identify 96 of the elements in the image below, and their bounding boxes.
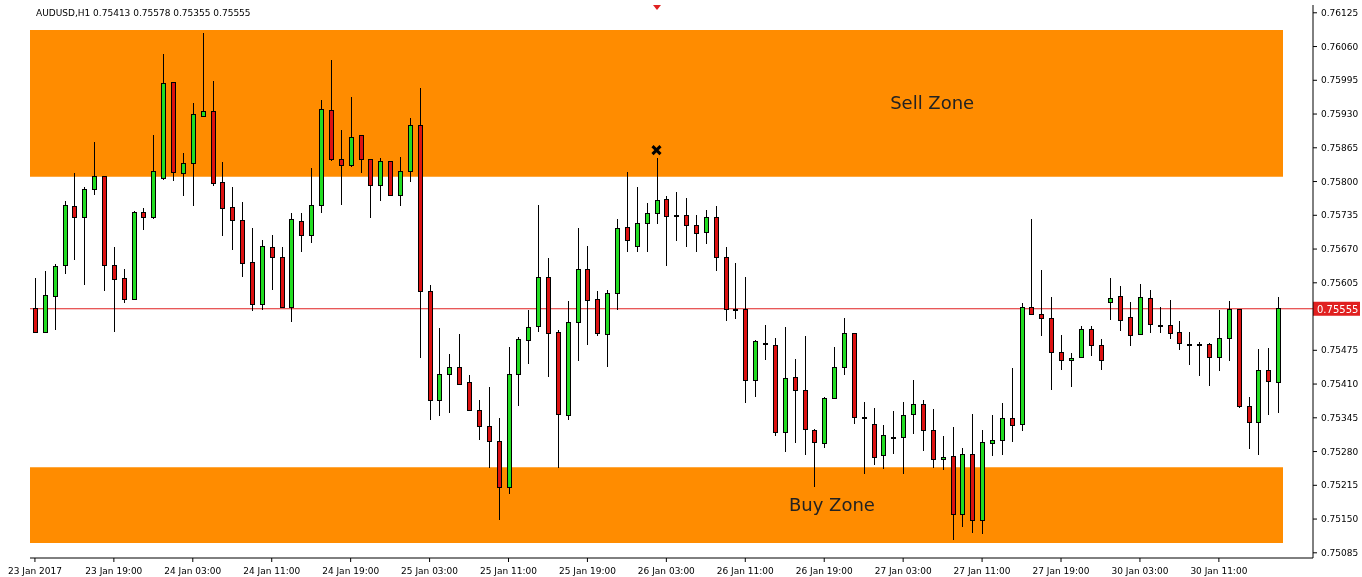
candlestick: [1108, 277, 1113, 321]
candlestick: [1069, 352, 1074, 388]
y-tick-label: 0.75865: [1321, 142, 1359, 153]
candlestick: [122, 268, 127, 304]
candlestick: [1158, 306, 1163, 334]
candlestick: [487, 386, 492, 469]
candlestick: [941, 436, 946, 471]
candlestick: [447, 353, 452, 414]
y-tick-label: 0.75930: [1321, 109, 1359, 120]
x-tick-label: 25 Jan 11:00: [480, 566, 538, 576]
candlestick: [1000, 402, 1005, 456]
candlestick: [694, 214, 699, 253]
candlestick: [398, 156, 403, 207]
y-tick-label: 0.75800: [1321, 176, 1359, 187]
x-tick-label: 23 Jan 19:00: [85, 566, 143, 576]
candlestick: [1099, 338, 1104, 371]
candlestick: [862, 401, 867, 475]
candlestick: [990, 414, 995, 457]
candlestick: [378, 157, 383, 202]
candlestick: [1177, 320, 1182, 351]
candlestick: [457, 333, 462, 386]
y-tick-label: 0.75605: [1321, 277, 1359, 288]
y-tick-label: 0.75345: [1321, 412, 1359, 423]
candlestick: [1247, 396, 1252, 450]
candlestick: [684, 197, 689, 248]
candlestick: [645, 202, 650, 253]
y-tick-label: 0.75085: [1321, 547, 1359, 558]
candlestick: [112, 246, 117, 333]
candlestick: [635, 186, 640, 253]
candlestick: [1059, 334, 1064, 371]
x-tick-label: 27 Jan 11:00: [953, 566, 1011, 576]
x-tick-label: 24 Jan 11:00: [243, 566, 301, 576]
x-tick-label: 25 Jan 19:00: [558, 566, 617, 576]
candlestick: [359, 135, 364, 174]
y-tick-label: 0.75280: [1321, 446, 1359, 457]
candlestick: [33, 277, 38, 334]
y-tick-label: 0.75215: [1321, 480, 1359, 491]
candlestick: [763, 324, 768, 361]
candlestick: [526, 309, 531, 365]
candlestick: [230, 186, 235, 251]
candlestick: [1207, 342, 1212, 387]
candlestick: [1128, 301, 1133, 347]
candlestick: [72, 172, 77, 261]
x-tick-label: 24 Jan 03:00: [164, 566, 222, 576]
y-tick-label: 0.75995: [1321, 75, 1359, 86]
candlestick: [793, 358, 798, 444]
x-tick-label: 27 Jan 19:00: [1032, 566, 1090, 576]
x-tick-label: 27 Jan 03:00: [874, 566, 932, 576]
chart-title: AUDUSD,H1 0.75413 0.75578 0.75355 0.75555: [36, 8, 251, 18]
ref-line-label: 0.75555: [1317, 303, 1359, 315]
candlestick: [339, 129, 344, 206]
candlestick: [1029, 218, 1034, 316]
candlestick: [901, 401, 906, 475]
candlestick: [655, 157, 660, 225]
candlestick: [812, 428, 817, 488]
x-tick-label: 24 Jan 19:00: [322, 566, 380, 576]
candlestick: [181, 152, 186, 197]
y-tick-label: 0.76125: [1321, 7, 1359, 18]
candlestick: [625, 171, 630, 253]
band-label: Sell Zone: [890, 92, 975, 114]
y-tick-label: 0.75150: [1321, 514, 1359, 525]
x-tick-label: 26 Jan 11:00: [716, 566, 775, 576]
y-tick-label: 0.75475: [1321, 345, 1359, 356]
candlestick: [733, 262, 738, 320]
candlestick: [911, 379, 916, 435]
x-tick-label: 26 Jan 19:00: [795, 566, 853, 576]
x-tick-label: 26 Jan 03:00: [637, 566, 696, 576]
candlestick: [1266, 347, 1271, 416]
candlestick: [92, 141, 97, 196]
x-tick-label: 25 Jan 03:00: [401, 566, 459, 576]
candlestick: [1217, 309, 1222, 372]
candlestick: [141, 207, 146, 231]
candlestick: [1089, 325, 1094, 357]
candlestick: [270, 234, 275, 291]
candlestick: [1168, 299, 1173, 340]
candlestick: [664, 195, 669, 267]
candlestick: [704, 209, 709, 245]
candlestick: [1039, 269, 1044, 337]
candlestick: [1010, 367, 1015, 443]
candlestick: [1197, 341, 1202, 377]
candlestick: [674, 191, 679, 242]
candlestick: [891, 410, 896, 455]
x-tick-label: 23 Jan 2017: [7, 566, 62, 576]
candlestick: [299, 212, 304, 253]
candlestick: [201, 32, 206, 117]
y-tick-label: 0.75670: [1321, 244, 1359, 255]
y-tick-label: 0.75735: [1321, 210, 1359, 221]
candlestick: [881, 424, 886, 470]
x-tick-label: 30 Jan 11:00: [1190, 566, 1248, 576]
candlestick: [477, 399, 482, 441]
candlestick: [1118, 285, 1123, 332]
y-tick-label: 0.75410: [1321, 379, 1359, 390]
y-tick-label: 0.76060: [1321, 41, 1359, 52]
candlestick: [1187, 331, 1192, 366]
x-tick-label: 30 Jan 03:00: [1111, 566, 1169, 576]
band-label: Buy Zone: [788, 494, 875, 516]
